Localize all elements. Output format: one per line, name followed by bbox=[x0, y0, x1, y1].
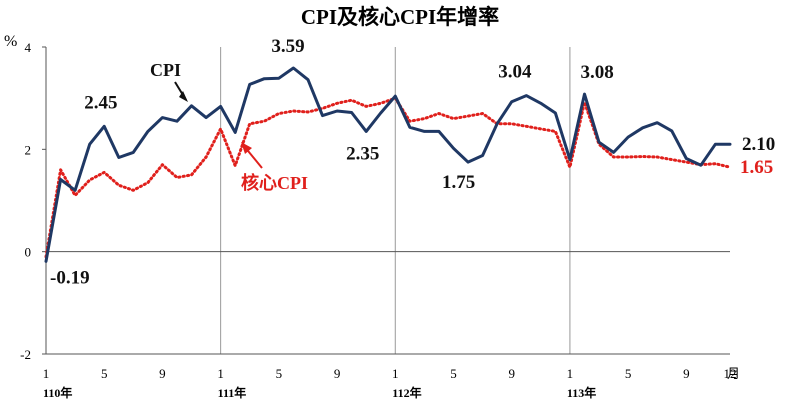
legend-core-cpi-arrowhead bbox=[241, 142, 252, 154]
legend-cpi-label: CPI bbox=[150, 60, 181, 80]
legend-core-cpi: 核心CPI bbox=[241, 142, 308, 193]
data-label: 2.45 bbox=[84, 92, 117, 113]
year-labels: 110年 111年 112年 113年 bbox=[43, 385, 596, 400]
year-label: 111年 bbox=[218, 385, 247, 400]
x-unit-label: 月 bbox=[727, 366, 740, 381]
data-labels: -0.19 2.45 3.59 2.35 1.75 3.04 3.08 2.101.65 bbox=[50, 36, 775, 288]
x-tick-label: 5 bbox=[276, 366, 283, 381]
year-dividers bbox=[220, 47, 571, 354]
series-lines bbox=[44, 66, 732, 263]
data-label: 1.75 bbox=[442, 172, 475, 193]
y-tick-label: -2 bbox=[20, 347, 31, 362]
year-label: 113年 bbox=[567, 385, 596, 400]
chart-title: CPI及核心CPI年增率 bbox=[301, 5, 499, 29]
data-label: 3.08 bbox=[580, 62, 613, 83]
year-label: 110年 bbox=[43, 385, 72, 400]
legend-cpi: CPI bbox=[150, 60, 188, 102]
data-label: 2.10 bbox=[742, 134, 775, 155]
x-tick-label: 1 bbox=[217, 366, 224, 381]
x-tick-label: 9 bbox=[334, 366, 341, 381]
x-tick-label: 9 bbox=[159, 366, 166, 381]
x-tick-labels: 1 5 9 1 5 9 1 5 9 1 5 9 12 bbox=[43, 366, 737, 381]
x-tick-label: 5 bbox=[625, 366, 632, 381]
year-label: 112年 bbox=[392, 385, 421, 400]
y-tick-label: 0 bbox=[25, 245, 32, 260]
legend-core-cpi-label: 核心CPI bbox=[241, 172, 308, 193]
data-label: -0.19 bbox=[50, 267, 90, 288]
axes bbox=[42, 46, 730, 355]
y-unit-label: % bbox=[4, 33, 17, 50]
y-tick-labels: 4 2 0 -2 bbox=[20, 40, 31, 362]
data-label: 3.04 bbox=[498, 62, 532, 83]
x-tick-label: 9 bbox=[683, 366, 690, 381]
data-label: 1.65 bbox=[740, 157, 773, 178]
cpi-series-line bbox=[44, 66, 732, 263]
x-tick-label: 1 bbox=[392, 366, 399, 381]
data-label: 3.59 bbox=[271, 36, 304, 57]
x-tick-label: 12 bbox=[724, 366, 737, 381]
x-tick-label: 1 bbox=[567, 366, 574, 381]
legend-cpi-arrowhead bbox=[179, 91, 188, 102]
y-tick-label: 4 bbox=[25, 40, 32, 55]
y-tick-label: 2 bbox=[25, 142, 32, 157]
data-label: 2.35 bbox=[346, 143, 379, 164]
x-tick-label: 9 bbox=[508, 366, 515, 381]
x-tick-label: 1 bbox=[43, 366, 50, 381]
x-tick-label: 5 bbox=[101, 366, 108, 381]
x-tick-label: 5 bbox=[450, 366, 457, 381]
core-cpi-series-line bbox=[44, 96, 732, 259]
